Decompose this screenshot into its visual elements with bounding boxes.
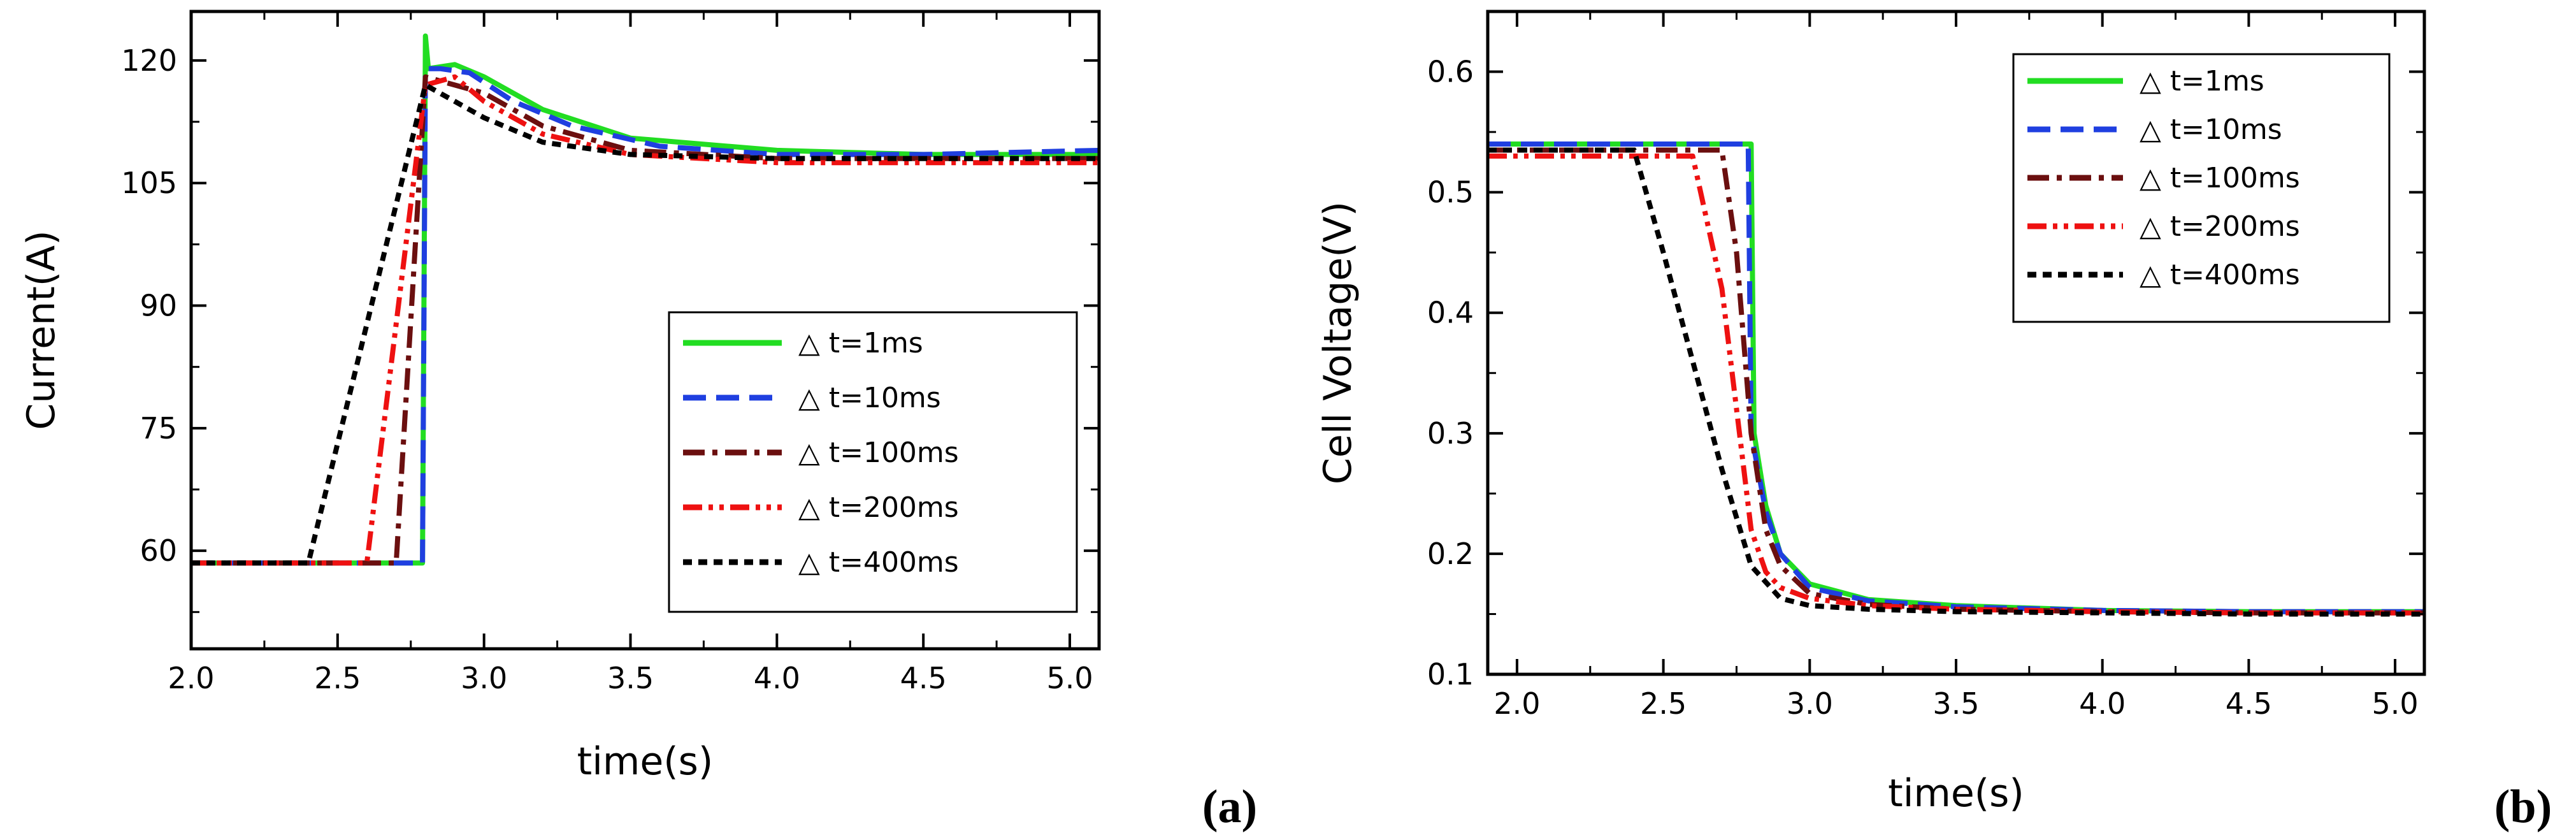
series-line-t400ms bbox=[191, 82, 1099, 566]
x-tick-label: 2.0 bbox=[1493, 686, 1540, 721]
y-tick-label: 0.4 bbox=[1427, 296, 1474, 330]
legend-label: △ t=10ms bbox=[798, 382, 941, 414]
x-tick-label: 4.5 bbox=[2226, 686, 2272, 721]
x-tick-label: 3.0 bbox=[1787, 686, 1833, 721]
legend-label: △ t=100ms bbox=[798, 437, 959, 469]
legend-label: △ t=1ms bbox=[2140, 65, 2264, 98]
panel-label: (b) bbox=[2494, 781, 2552, 833]
y-tick-label: 0.3 bbox=[1427, 416, 1474, 451]
x-tick-label: 4.5 bbox=[900, 661, 947, 695]
series-line-t400ms bbox=[1488, 147, 2424, 617]
y-tick-label: 120 bbox=[121, 43, 177, 78]
x-tick-label: 5.0 bbox=[2371, 686, 2418, 721]
x-tick-label: 5.0 bbox=[1046, 661, 1093, 695]
series-line-t10ms bbox=[1488, 141, 2424, 614]
x-axis-title: time(s) bbox=[1888, 771, 2024, 816]
panel-a: 2.0 2.5 3.0 3.5 4.0 4.5 5.0 60 75 90 105 120 time(s)… bbox=[19, 10, 1257, 833]
x-tick-label: 2.5 bbox=[1640, 686, 1687, 721]
series-line-t200ms bbox=[1488, 153, 2424, 616]
x-tick-label: 3.5 bbox=[1932, 686, 1979, 721]
legend-label: △ t=10ms bbox=[2140, 113, 2282, 146]
series-line-t100ms bbox=[191, 74, 1099, 566]
x-tick-label: 3.5 bbox=[607, 661, 654, 695]
legend: △ t=1ms △ t=10ms △ t=100ms △ t=200ms △ t=400… bbox=[2012, 53, 2391, 323]
legend-label: △ t=1ms bbox=[798, 327, 923, 359]
y-tick-label: 75 bbox=[140, 411, 177, 445]
x-tick-label: 2.0 bbox=[168, 661, 214, 695]
series-lines bbox=[1488, 141, 2424, 617]
x-tick-label: 3.0 bbox=[461, 661, 507, 695]
x-tick-label: 2.5 bbox=[314, 661, 361, 695]
x-tick-label: 4.0 bbox=[754, 661, 800, 695]
panel-label: (a) bbox=[1202, 781, 1257, 833]
y-tick-label: 90 bbox=[140, 289, 177, 323]
x-tick-label: 4.0 bbox=[2079, 686, 2126, 721]
series-lines bbox=[191, 33, 1099, 566]
y-tick-label: 105 bbox=[121, 166, 177, 200]
legend-label: △ t=200ms bbox=[798, 491, 959, 524]
panel-b: 2.0 2.5 3.0 3.5 4.0 4.5 5.0 0.1 0.2 0.3 0.4 0.5 0.6 t… bbox=[1316, 10, 2552, 833]
y-tick-label: 0.1 bbox=[1427, 657, 1474, 692]
legend-label: △ t=100ms bbox=[2140, 162, 2300, 194]
y-tick-label: 60 bbox=[140, 533, 177, 568]
y-axis-title: Current(A) bbox=[19, 230, 64, 430]
x-axis-title: time(s) bbox=[577, 739, 714, 784]
y-axis-title: Cell Voltage(V) bbox=[1316, 201, 1360, 484]
legend-label: △ t=400ms bbox=[798, 546, 959, 579]
y-tick-label: 0.6 bbox=[1427, 55, 1474, 89]
legend-label: △ t=400ms bbox=[2140, 259, 2300, 291]
legend: △ t=1ms △ t=10ms △ t=100ms △ t=200ms △ t=400… bbox=[668, 311, 1078, 613]
plot-frame bbox=[189, 10, 1101, 651]
y-tick-label: 0.2 bbox=[1427, 537, 1474, 571]
legend-label: △ t=200ms bbox=[2140, 210, 2300, 243]
series-line-t10ms bbox=[191, 66, 1099, 566]
series-line-t200ms bbox=[191, 74, 1099, 566]
y-tick-label: 0.5 bbox=[1427, 175, 1474, 210]
